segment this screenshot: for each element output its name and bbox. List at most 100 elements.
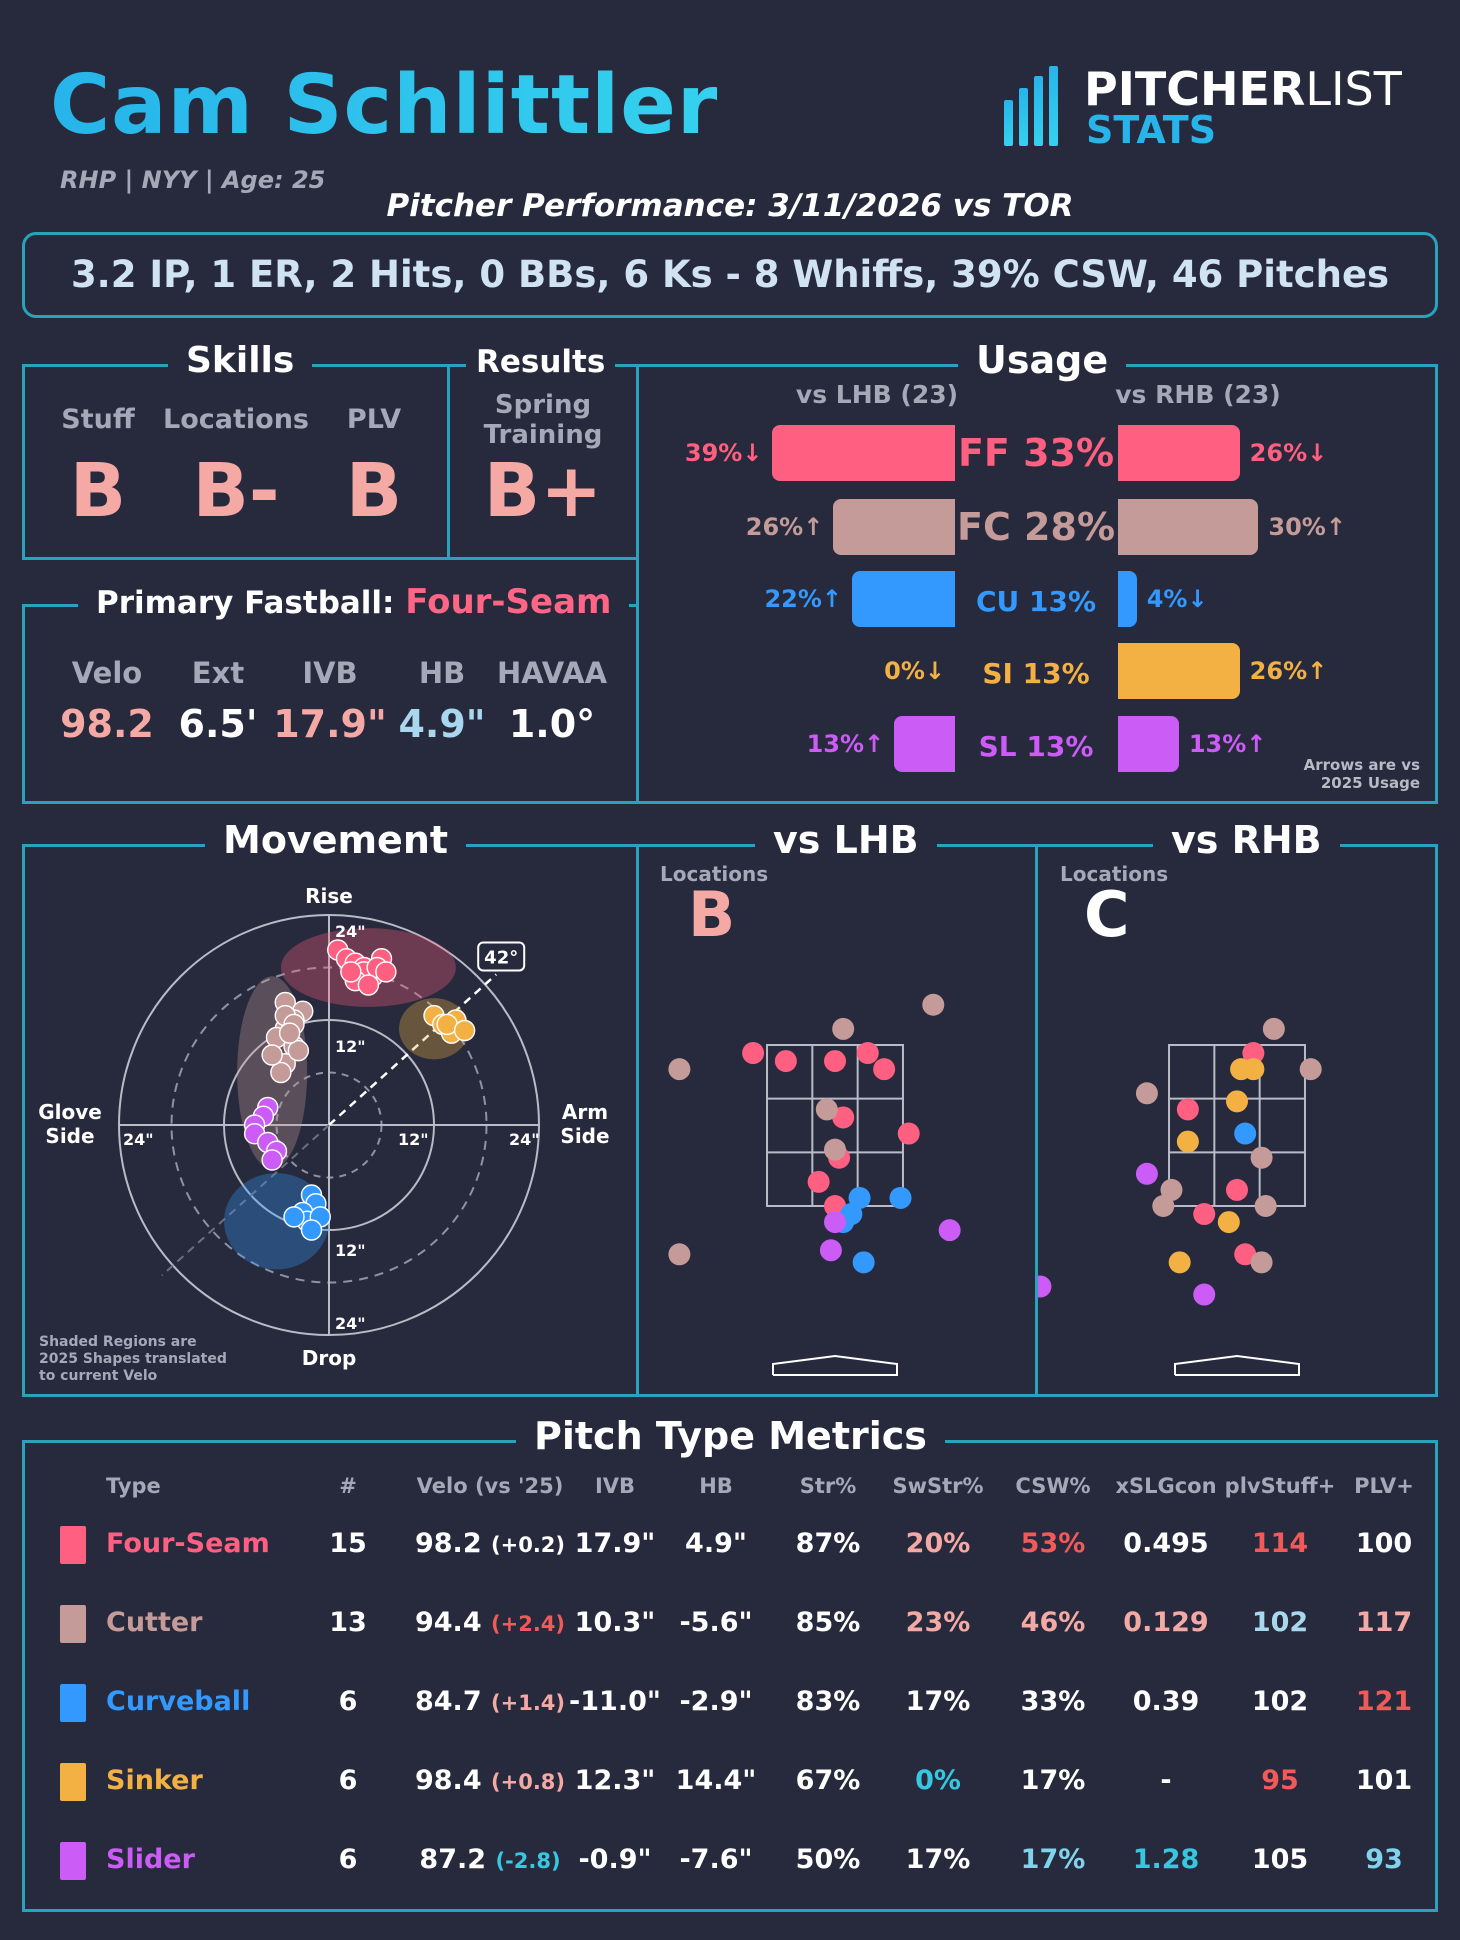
pitch-swstr-pct: 20% [905,1528,971,1559]
usage-rhb-value: 30%↑ [1268,513,1346,541]
tick-top-24: 24" [335,922,366,941]
pitch-hb: 14.4" [675,1765,757,1796]
location-point-cutter [1262,1017,1285,1040]
usage-bar-rhb [1118,716,1179,772]
skill-label-plv: PLV [346,404,402,435]
location-point-slider [824,1211,846,1234]
pitch-plv: 121 [1355,1686,1413,1717]
location-point-cutter [1254,1195,1277,1217]
label-arm: Arm [562,1100,608,1124]
metrics-header: SwStr% [892,1474,984,1498]
fastball-metric-label: Velo [71,656,143,690]
usage-lhb-label: vs LHB (23) [795,380,959,409]
fastball-header: Primary Fastball: Four-Seam [78,582,630,622]
usage-pitch-label: FC 28% [956,505,1116,549]
location-point-four-seam [1242,1042,1265,1065]
pitch-swstr-pct: 17% [905,1844,971,1875]
movement-point-cutter [278,1022,301,1044]
results-grade: B+ [483,448,603,534]
logo-sub: STATS [1086,108,1217,152]
pitch-color-swatch [60,1526,86,1564]
pitch-csw-pct: 17% [1020,1765,1086,1796]
location-point-curveball [852,1251,875,1274]
movement-point-curveball [283,1206,305,1228]
skill-label-stuff: Stuff [61,404,135,435]
pitch-color-swatch [60,1763,86,1801]
pitch-velo: 87.2 (-2.8) [419,1844,560,1875]
vs-rhb-title: vs RHB [1153,818,1340,862]
location-point-cutter [668,1058,691,1081]
pitch-strike-pct: 67% [795,1765,861,1796]
pitch-velo-delta: (+0.2) [491,1533,566,1557]
pitch-count: 13 [329,1607,367,1638]
pitch-xslgcon: 0.39 [1132,1686,1200,1717]
movement-point-four-seam [357,974,380,996]
metrics-header: PLV+ [1354,1474,1414,1498]
pitcher-name-text: Cam Schlittler [50,58,719,153]
vs-lhb-title: vs LHB [755,818,937,862]
location-point-cutter [668,1243,691,1266]
metrics-header: # [339,1474,357,1498]
location-point-sinker [1226,1090,1248,1113]
location-point-four-seam [1226,1178,1248,1201]
movement-point-cutter [287,1039,310,1062]
usage-bar-lhb [894,716,955,772]
location-point-cutter [1152,1195,1175,1217]
pitch-hb: -5.6" [679,1607,753,1638]
strike-zone [1168,1044,1306,1207]
pitch-xslgcon: 1.28 [1132,1844,1200,1875]
location-point-cutter [815,1098,838,1121]
pitch-csw-pct: 33% [1020,1686,1086,1717]
metrics-header: Type [106,1474,161,1498]
location-point-cutter [922,993,945,1016]
usage-title: Usage [958,338,1127,382]
usage-bar-rhb [1118,571,1137,627]
pitch-color-swatch [60,1684,86,1722]
metrics-header: Str% [799,1474,857,1498]
metrics-header: Velo (vs '25) [416,1474,564,1498]
pitch-velo-value: 84.7 [414,1686,492,1717]
tick-right-12: 12" [398,1130,429,1149]
movement-point-cutter [261,1044,283,1066]
movement-point-curveball [300,1219,323,1241]
pitch-plvstuff: 102 [1251,1607,1309,1638]
pitch-xslgcon: 0.129 [1123,1607,1209,1638]
fastball-metric-value: 17.9" [273,702,387,746]
usage-bar-rhb [1118,643,1240,699]
location-point-cutter [1135,1082,1158,1105]
vs-rhb-grade: C [1084,878,1130,951]
movement-note-line: to current Velo [39,1368,158,1384]
pitch-ivb: -0.9" [578,1844,652,1875]
pitch-count: 6 [338,1686,358,1717]
usage-rhb-label: vs RHB (23) [1115,380,1281,409]
fastball-metric-label: HAVAA [496,656,608,690]
pitch-csw-pct: 46% [1020,1607,1086,1638]
fastball-metric-value: 6.5' [178,702,258,746]
pitch-count: 6 [338,1844,358,1875]
pitcherlist-logo: PITCHERLIST STATS [1002,62,1422,152]
pitch-type-name: Curveball [106,1686,251,1717]
pitch-swstr-pct: 17% [905,1686,971,1717]
metrics-header: CSW% [1015,1474,1091,1498]
pitch-velo-value: 94.4 [414,1607,492,1638]
pitch-type-name: Sinker [106,1765,203,1796]
vs-lhb-location-plot [668,993,961,1376]
movement-title: Movement [205,818,467,862]
location-point-cutter [1299,1058,1322,1081]
fastball-pitch: Four-Seam [405,582,612,622]
pitch-xslgcon: - [1160,1765,1172,1796]
location-point-cutter [1250,1146,1273,1169]
movement-plot: 42°24"12"12"24"24" 12" 24"RiseDropGloveSid… [38,884,609,1384]
location-point-four-seam [774,1050,797,1073]
location-point-four-seam [832,1106,855,1129]
pitch-xslgcon: 0.495 [1123,1528,1209,1559]
pitch-color-swatch [60,1605,86,1643]
pitch-csw-pct: 17% [1020,1844,1086,1875]
movement-note-line: Shaded Regions are [39,1334,197,1350]
pitch-color-swatch [60,1842,86,1880]
arm-angle-line [328,973,498,1126]
fastball-title: Primary Fastball: [96,585,395,621]
fastball-metric-value: 98.2 [60,702,154,746]
arm-angle-label: 42° [484,947,518,968]
pitch-velo-delta: (+1.4) [491,1691,566,1715]
